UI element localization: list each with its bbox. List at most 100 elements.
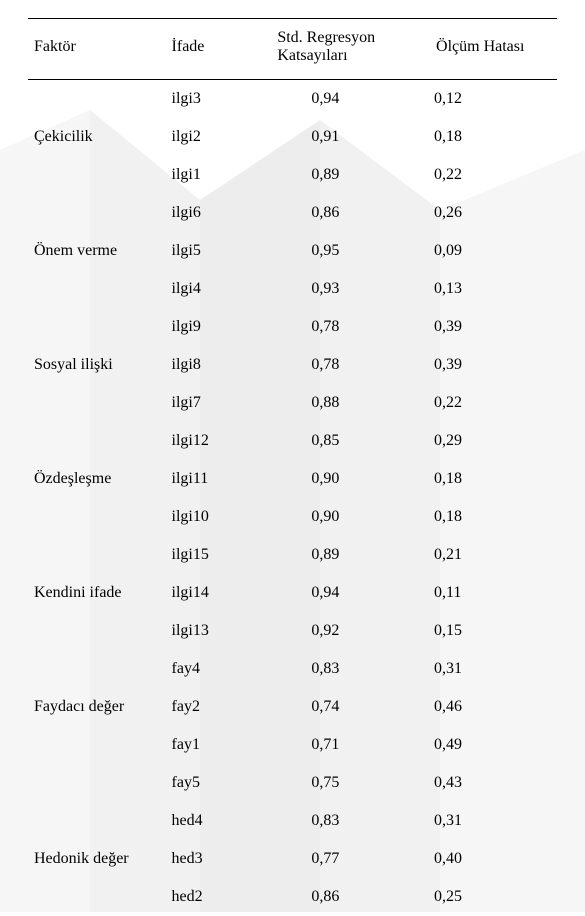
cell-ifade: ilgi10 — [166, 498, 272, 536]
cell-faktor — [28, 802, 166, 840]
cell-err: 0,29 — [430, 422, 557, 460]
cell-err: 0,40 — [430, 840, 557, 878]
cell-reg: 0,83 — [271, 802, 430, 840]
cell-reg: 0,88 — [271, 384, 430, 422]
cell-ifade: ilgi3 — [166, 80, 272, 119]
cell-err: 0,11 — [430, 574, 557, 612]
cell-faktor — [28, 764, 166, 802]
cell-ifade: ilgi13 — [166, 612, 272, 650]
cell-err: 0,18 — [430, 118, 557, 156]
cell-ifade: fay4 — [166, 650, 272, 688]
cell-err: 0,09 — [430, 232, 557, 270]
cell-err: 0,31 — [430, 650, 557, 688]
table-row: Kendini ifadeilgi140,940,11 — [28, 574, 557, 612]
regression-table: Faktör İfade Std. Regresyon Katsayıları … — [28, 18, 557, 916]
cell-ifade: hed3 — [166, 840, 272, 878]
cell-err: 0,46 — [430, 688, 557, 726]
cell-reg: 0,74 — [271, 688, 430, 726]
cell-reg: 0,91 — [271, 118, 430, 156]
cell-faktor: Özdeşleşme — [28, 460, 166, 498]
table-row: Önem vermeilgi50,950,09 — [28, 232, 557, 270]
cell-err: 0,21 — [430, 536, 557, 574]
cell-reg: 0,90 — [271, 498, 430, 536]
table-container: Faktör İfade Std. Regresyon Katsayıları … — [0, 0, 585, 916]
col-header-faktor: Faktör — [28, 19, 166, 80]
cell-reg: 0,94 — [271, 80, 430, 119]
cell-ifade: ilgi5 — [166, 232, 272, 270]
cell-faktor — [28, 270, 166, 308]
table-row: fay50,750,43 — [28, 764, 557, 802]
cell-reg: 0,83 — [271, 650, 430, 688]
table-row: ilgi150,890,21 — [28, 536, 557, 574]
cell-faktor: Faydacı değer — [28, 688, 166, 726]
cell-err: 0,22 — [430, 156, 557, 194]
cell-reg: 0,89 — [271, 156, 430, 194]
cell-err: 0,49 — [430, 726, 557, 764]
table-header-row: Faktör İfade Std. Regresyon Katsayıları … — [28, 19, 557, 80]
cell-reg: 0,77 — [271, 840, 430, 878]
cell-ifade: ilgi7 — [166, 384, 272, 422]
cell-faktor — [28, 422, 166, 460]
cell-ifade: ilgi15 — [166, 536, 272, 574]
col-header-reg: Std. Regresyon Katsayıları — [271, 19, 430, 80]
cell-reg: 0,92 — [271, 612, 430, 650]
cell-ifade: fay1 — [166, 726, 272, 764]
cell-faktor — [28, 498, 166, 536]
cell-ifade: ilgi4 — [166, 270, 272, 308]
table-row: Çekicilikilgi20,910,18 — [28, 118, 557, 156]
table-row: ilgi60,860,26 — [28, 194, 557, 232]
cell-faktor: Hedonik değer — [28, 840, 166, 878]
table-row: hed20,860,25 — [28, 878, 557, 916]
cell-faktor: Çekicilik — [28, 118, 166, 156]
cell-reg: 0,86 — [271, 194, 430, 232]
cell-ifade: ilgi11 — [166, 460, 272, 498]
cell-reg: 0,86 — [271, 878, 430, 916]
table-row: hed40,830,31 — [28, 802, 557, 840]
cell-err: 0,31 — [430, 802, 557, 840]
cell-err: 0,39 — [430, 346, 557, 384]
cell-faktor — [28, 650, 166, 688]
cell-faktor: Önem verme — [28, 232, 166, 270]
cell-ifade: ilgi12 — [166, 422, 272, 460]
cell-ifade: ilgi8 — [166, 346, 272, 384]
cell-faktor — [28, 612, 166, 650]
table-row: ilgi120,850,29 — [28, 422, 557, 460]
cell-reg: 0,94 — [271, 574, 430, 612]
table-row: fay10,710,49 — [28, 726, 557, 764]
cell-reg: 0,78 — [271, 308, 430, 346]
cell-faktor — [28, 536, 166, 574]
cell-err: 0,18 — [430, 498, 557, 536]
cell-faktor — [28, 384, 166, 422]
cell-ifade: ilgi2 — [166, 118, 272, 156]
table-row: Özdeşleşmeilgi110,900,18 — [28, 460, 557, 498]
table-row: ilgi130,920,15 — [28, 612, 557, 650]
cell-ifade: ilgi9 — [166, 308, 272, 346]
table-row: ilgi90,780,39 — [28, 308, 557, 346]
table-row: ilgi100,900,18 — [28, 498, 557, 536]
table-row: ilgi10,890,22 — [28, 156, 557, 194]
cell-err: 0,22 — [430, 384, 557, 422]
table-body: ilgi30,940,12Çekicilikilgi20,910,18ilgi1… — [28, 80, 557, 916]
cell-ifade: ilgi14 — [166, 574, 272, 612]
cell-reg: 0,71 — [271, 726, 430, 764]
cell-err: 0,12 — [430, 80, 557, 119]
table-row: ilgi70,880,22 — [28, 384, 557, 422]
cell-ifade: hed4 — [166, 802, 272, 840]
cell-ifade: ilgi6 — [166, 194, 272, 232]
cell-faktor — [28, 308, 166, 346]
cell-faktor — [28, 194, 166, 232]
cell-err: 0,43 — [430, 764, 557, 802]
col-header-ifade: İfade — [166, 19, 272, 80]
table-row: Hedonik değerhed30,770,40 — [28, 840, 557, 878]
cell-reg: 0,93 — [271, 270, 430, 308]
cell-err: 0,26 — [430, 194, 557, 232]
cell-reg: 0,75 — [271, 764, 430, 802]
cell-reg: 0,78 — [271, 346, 430, 384]
cell-err: 0,25 — [430, 878, 557, 916]
cell-err: 0,18 — [430, 460, 557, 498]
cell-faktor — [28, 878, 166, 916]
table-row: ilgi30,940,12 — [28, 80, 557, 119]
cell-faktor — [28, 156, 166, 194]
cell-ifade: fay2 — [166, 688, 272, 726]
cell-reg: 0,95 — [271, 232, 430, 270]
